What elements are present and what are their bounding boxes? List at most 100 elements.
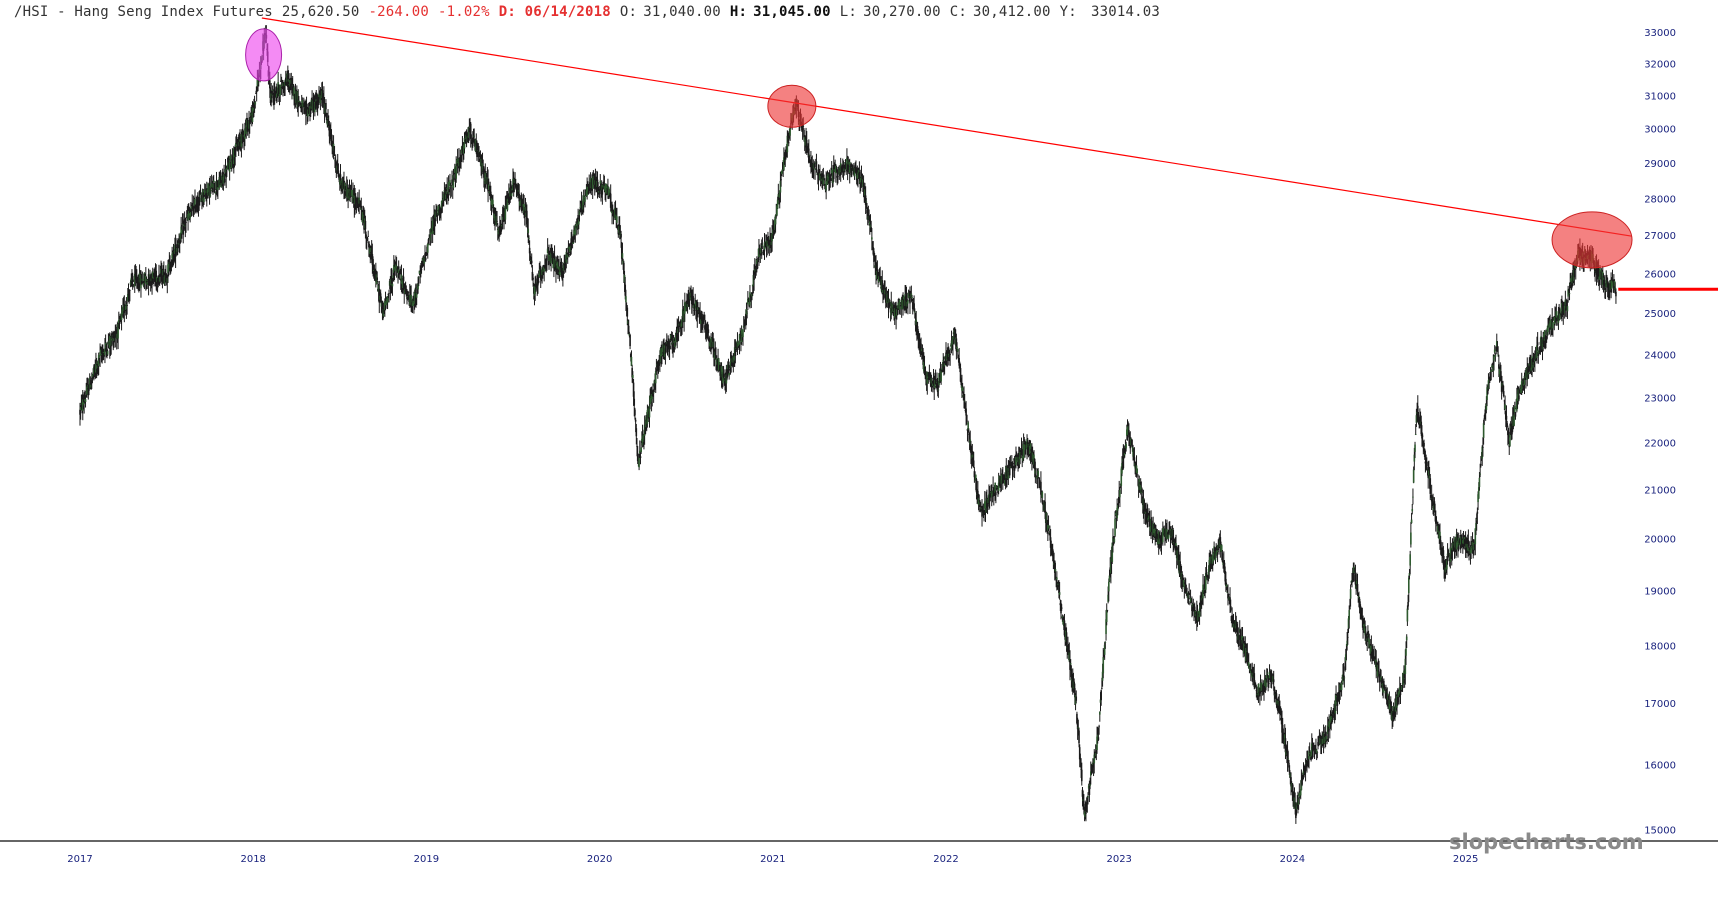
candle-body bbox=[956, 349, 959, 352]
candle-body bbox=[449, 180, 451, 187]
candle-body bbox=[284, 77, 287, 86]
candle-body bbox=[1191, 605, 1193, 612]
y-tick-label: 32000 bbox=[1644, 59, 1676, 70]
price-change: -264.00 bbox=[368, 4, 429, 20]
candle-body bbox=[937, 389, 940, 391]
candle-body bbox=[1259, 690, 1261, 697]
candle-body bbox=[744, 313, 747, 321]
candle-body bbox=[1282, 734, 1285, 739]
candle-body bbox=[1357, 592, 1360, 596]
candle-body bbox=[1406, 608, 1409, 622]
candle-body bbox=[1295, 808, 1297, 819]
candle-body bbox=[250, 113, 252, 116]
candle-body bbox=[1124, 446, 1127, 452]
candle-body bbox=[597, 186, 600, 194]
y-tick-label: 15000 bbox=[1644, 826, 1676, 837]
candle-body bbox=[1031, 452, 1034, 462]
candle-body bbox=[1405, 648, 1407, 656]
candle-body bbox=[1299, 789, 1302, 796]
candle-body bbox=[907, 292, 910, 298]
candle-body bbox=[296, 91, 299, 107]
candle-body bbox=[596, 179, 599, 189]
candle-body bbox=[202, 193, 205, 200]
candle-body bbox=[757, 258, 760, 262]
candle-body bbox=[718, 362, 721, 365]
candle-body bbox=[544, 265, 546, 268]
candle-body bbox=[129, 290, 131, 291]
candle-body bbox=[190, 212, 192, 217]
candle-body bbox=[167, 264, 170, 272]
candle-body bbox=[1343, 677, 1346, 679]
candle-body bbox=[1044, 501, 1046, 514]
candle-body bbox=[987, 498, 990, 503]
candle-body bbox=[1496, 348, 1499, 351]
candle-body bbox=[783, 154, 786, 156]
candle-body bbox=[132, 284, 135, 286]
candle-body bbox=[113, 338, 115, 341]
candle-body bbox=[100, 353, 103, 355]
candle-body bbox=[1547, 324, 1549, 333]
candle-body bbox=[358, 197, 360, 204]
candle-body bbox=[666, 342, 668, 344]
candle-body bbox=[221, 171, 224, 182]
candle-body bbox=[1144, 512, 1147, 514]
candle-body bbox=[444, 190, 446, 193]
candle-body bbox=[1503, 400, 1506, 402]
candle-body bbox=[1156, 538, 1159, 540]
candle-body bbox=[805, 139, 808, 154]
candle-body bbox=[693, 309, 696, 311]
candle-body bbox=[669, 340, 672, 341]
candle-body bbox=[1480, 464, 1482, 466]
candle-body bbox=[835, 172, 838, 174]
candle-body bbox=[1087, 796, 1089, 798]
candle-body bbox=[1393, 708, 1396, 713]
candle-body bbox=[699, 310, 701, 322]
candle-body bbox=[840, 166, 843, 172]
x-tick-label: 2024 bbox=[1280, 854, 1305, 865]
candle-body bbox=[820, 176, 823, 181]
candle-body bbox=[1450, 548, 1453, 558]
candle-body bbox=[580, 201, 583, 206]
candle-body bbox=[1537, 351, 1540, 357]
candle-body bbox=[1053, 560, 1056, 573]
candle-body bbox=[1029, 443, 1032, 454]
candle-body bbox=[537, 282, 539, 286]
candle-body bbox=[905, 295, 908, 303]
candle-body bbox=[753, 270, 755, 280]
candle-body bbox=[483, 167, 485, 178]
candle-body bbox=[1058, 592, 1061, 595]
candle-body bbox=[160, 269, 163, 282]
candle-body bbox=[436, 214, 439, 217]
high-label: H: bbox=[729, 4, 748, 20]
candle-body bbox=[818, 171, 821, 175]
candle-body bbox=[1441, 547, 1443, 555]
candle-body bbox=[394, 267, 397, 270]
candle-body bbox=[1105, 609, 1108, 623]
candle-body bbox=[1559, 313, 1561, 320]
candle-body bbox=[1035, 475, 1037, 477]
candle-body bbox=[649, 395, 651, 405]
candle-body bbox=[1385, 687, 1387, 691]
candle-body bbox=[278, 93, 281, 97]
watermark-logo: slopecharts.com bbox=[1449, 830, 1644, 854]
candle-body bbox=[1567, 289, 1569, 297]
x-tick-label: 2017 bbox=[67, 854, 92, 865]
candle-body bbox=[1056, 586, 1059, 590]
candle-body bbox=[1452, 542, 1454, 546]
candle-body bbox=[1249, 666, 1251, 671]
candle-body bbox=[887, 298, 890, 308]
candle-body bbox=[398, 273, 401, 275]
candle-body bbox=[1527, 368, 1529, 374]
candle-body bbox=[1377, 668, 1380, 670]
candle-body bbox=[1033, 458, 1036, 470]
candle-body bbox=[316, 101, 319, 109]
candle-body bbox=[233, 148, 235, 165]
candle-body bbox=[661, 353, 664, 356]
candle-body bbox=[151, 271, 154, 279]
candle-body bbox=[172, 250, 175, 261]
candle-body bbox=[237, 147, 239, 149]
candle-body bbox=[1146, 512, 1148, 516]
candle-body bbox=[778, 197, 780, 200]
candle-body bbox=[961, 387, 964, 391]
